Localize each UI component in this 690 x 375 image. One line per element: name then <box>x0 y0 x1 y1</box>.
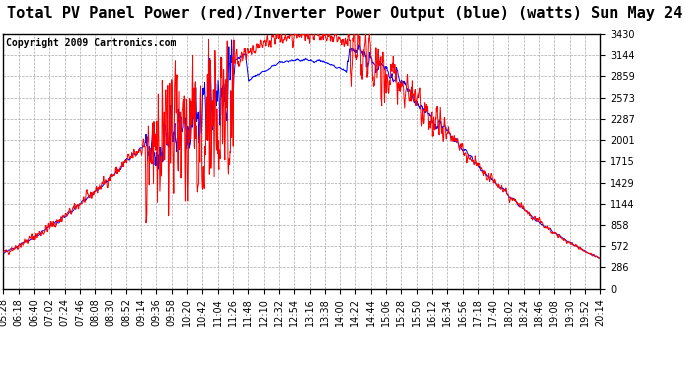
Text: Copyright 2009 Cartronics.com: Copyright 2009 Cartronics.com <box>6 38 177 48</box>
Text: Total PV Panel Power (red)/Inverter Power Output (blue) (watts) Sun May 24 20:28: Total PV Panel Power (red)/Inverter Powe… <box>7 6 690 21</box>
